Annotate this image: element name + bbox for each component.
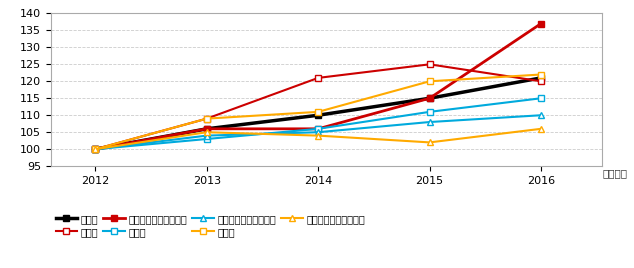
Line: 神戸市: 神戸市 <box>92 95 545 153</box>
京都府（京都市以外） <box>537 127 545 131</box>
神戸市 <box>537 97 545 100</box>
兵庫県（神戸市以外） <box>426 120 434 124</box>
近畟圈 <box>314 114 322 117</box>
大阪市 <box>91 148 99 151</box>
京都市 <box>203 117 210 120</box>
京都府（京都市以外） <box>203 131 210 134</box>
京都市 <box>537 73 545 76</box>
Line: 京都市: 京都市 <box>92 71 545 153</box>
大阪市 <box>537 80 545 83</box>
大阪市 <box>426 63 434 66</box>
大阪府（大阪市以外） <box>314 127 322 131</box>
大阪府（大阪市以外） <box>203 127 210 131</box>
大阪府（大阪市以外） <box>537 22 545 25</box>
神戸市 <box>203 137 210 141</box>
大阪市 <box>203 117 210 120</box>
大阪府（大阪市以外） <box>426 97 434 100</box>
Line: 大阪府（大阪市以外）: 大阪府（大阪市以外） <box>92 20 545 153</box>
神戸市 <box>314 127 322 131</box>
大阪市 <box>314 76 322 80</box>
兵庫県（神戸市以外） <box>314 131 322 134</box>
大阪府（大阪市以外） <box>91 148 99 151</box>
Line: 兵庫県（神戸市以外）: 兵庫県（神戸市以外） <box>92 112 545 153</box>
京都府（京都市以外） <box>314 134 322 137</box>
京都市 <box>91 148 99 151</box>
兵庫県（神戸市以外） <box>537 114 545 117</box>
近畟圈 <box>203 127 210 131</box>
神戸市 <box>426 110 434 113</box>
近畟圈 <box>426 97 434 100</box>
近畟圈 <box>91 148 99 151</box>
京都市 <box>314 110 322 113</box>
Line: 近畟圈: 近畟圈 <box>92 75 545 153</box>
近畟圈 <box>537 76 545 80</box>
Line: 大阪市: 大阪市 <box>92 61 545 153</box>
京都府（京都市以外） <box>91 148 99 151</box>
Legend: 近畟圈, 大阪市, 大阪府（大阪市以外）, 神戸市, 兵庫県（神戸市以外）, 京都市, 京都府（京都市以外）: 近畟圈, 大阪市, 大阪府（大阪市以外）, 神戸市, 兵庫県（神戸市以外）, 京… <box>56 214 365 237</box>
Line: 京都府（京都市以外）: 京都府（京都市以外） <box>92 125 545 153</box>
Text: （年度）: （年度） <box>602 168 627 178</box>
京都市 <box>426 80 434 83</box>
京都府（京都市以外） <box>426 141 434 144</box>
神戸市 <box>91 148 99 151</box>
兵庫県（神戸市以外） <box>91 148 99 151</box>
兵庫県（神戸市以外） <box>203 134 210 137</box>
